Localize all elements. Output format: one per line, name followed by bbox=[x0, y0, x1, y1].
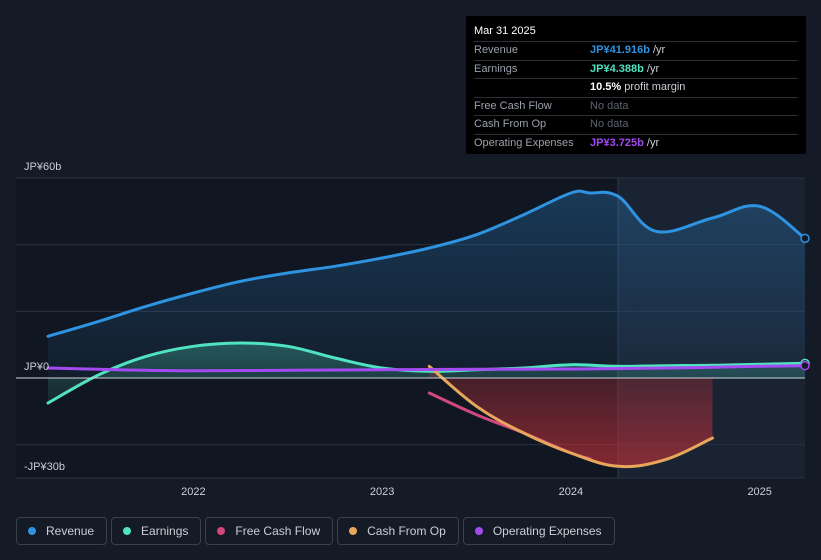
y-label-top: JP¥60b bbox=[24, 161, 61, 173]
legend-item-earnings[interactable]: Earnings bbox=[111, 517, 202, 545]
legend-label: Earnings bbox=[141, 524, 189, 538]
tooltip-row: Earnings JP¥4.388b /yr bbox=[474, 59, 798, 79]
tooltip-row-label: Revenue bbox=[474, 44, 519, 56]
legend-item-free-cash-flow[interactable]: Free Cash Flow bbox=[205, 517, 334, 545]
revenue-end-marker bbox=[800, 233, 810, 244]
tooltip-row-value: No data bbox=[590, 118, 629, 130]
x-tick-label: 2022 bbox=[181, 486, 205, 498]
operating-expenses-line bbox=[46, 364, 807, 373]
tooltip-row-label: Operating Expenses bbox=[474, 136, 574, 149]
legend-label: Operating Expenses bbox=[492, 524, 602, 538]
tooltip-row-value: JP¥41.916b /yr bbox=[590, 44, 666, 56]
cash-from-op-line bbox=[427, 364, 714, 469]
legend-item-operating-expenses[interactable]: Operating Expenses bbox=[462, 517, 615, 545]
tooltip-panel: Mar 31 2025 Revenue JP¥41.916b /yr Earning… bbox=[466, 16, 806, 154]
operating-expenses-end-marker bbox=[800, 360, 810, 371]
legend-item-cash-from-op[interactable]: Cash From Op bbox=[337, 517, 459, 545]
tooltip-row: Cash From Op No data bbox=[474, 115, 798, 134]
cash-from-op-area bbox=[429, 366, 713, 467]
earnings-line bbox=[46, 341, 807, 405]
tooltip-row-value: JP¥4.388b /yr bbox=[590, 62, 660, 75]
legend-label: Revenue bbox=[46, 524, 95, 538]
legend-dot-icon bbox=[28, 527, 36, 535]
tooltip-row-value: No data bbox=[590, 99, 629, 112]
tooltip-row: Operating Expenses JP¥3.725b /yr bbox=[474, 133, 798, 153]
legend-dot-icon bbox=[123, 527, 132, 535]
tooltip-row-label: Free Cash Flow bbox=[474, 99, 552, 112]
revenue-area bbox=[48, 191, 805, 378]
legend-item-revenue[interactable]: Revenue bbox=[16, 517, 108, 545]
tooltip-row-label: Earnings bbox=[474, 62, 518, 75]
legend-label: Cash From Op bbox=[367, 524, 446, 538]
earnings-area bbox=[48, 343, 805, 403]
x-tick-label: 2025 bbox=[747, 486, 771, 498]
tooltip-row-label: Cash From Op bbox=[474, 118, 547, 130]
legend-dot-icon bbox=[474, 527, 483, 535]
x-tick-label: 2024 bbox=[559, 486, 583, 498]
revenue-line bbox=[46, 189, 807, 338]
tooltip-row-value: 10.5% profit margin bbox=[590, 81, 686, 93]
tooltip-row-label bbox=[474, 79, 590, 97]
legend-dot-icon bbox=[217, 527, 226, 535]
tooltip-date: Mar 31 2025 bbox=[474, 25, 536, 37]
legend-dot-icon bbox=[349, 527, 358, 535]
tooltip-row-value: JP¥3.725b /yr bbox=[590, 136, 660, 149]
legend: Revenue Earnings Free Cash Flow Cash From O… bbox=[16, 517, 615, 545]
x-tick-label: 2023 bbox=[370, 486, 394, 498]
y-label-zero: JP¥0 bbox=[24, 361, 49, 373]
tooltip-row: Revenue JP¥41.916b /yr bbox=[474, 41, 798, 60]
legend-label: Free Cash Flow bbox=[235, 524, 321, 538]
tooltip-row: 10.5% profit margin bbox=[474, 78, 798, 97]
tooltip-row: Free Cash Flow No data bbox=[474, 96, 798, 116]
y-label-bottom: -JP¥30b bbox=[24, 461, 65, 473]
